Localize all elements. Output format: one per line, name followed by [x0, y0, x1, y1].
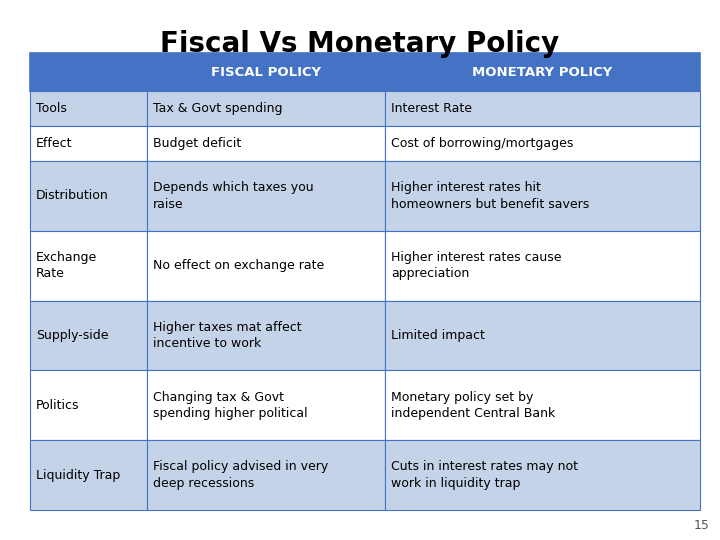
Text: Depends which taxes you
raise: Depends which taxes you raise: [153, 181, 314, 211]
Text: Higher interest rates hit
homeowners but benefit savers: Higher interest rates hit homeowners but…: [391, 181, 590, 211]
Bar: [30, 126, 148, 161]
Text: Cuts in interest rates may not
work in liquidity trap: Cuts in interest rates may not work in l…: [391, 460, 578, 490]
Bar: [148, 126, 385, 161]
Bar: [385, 91, 700, 126]
Text: Fiscal policy advised in very
deep recessions: Fiscal policy advised in very deep reces…: [153, 460, 328, 490]
Bar: [385, 53, 700, 91]
Text: Interest Rate: Interest Rate: [391, 102, 472, 115]
Bar: [30, 161, 148, 231]
Text: Limited impact: Limited impact: [391, 329, 485, 342]
Bar: [30, 231, 148, 300]
Text: FISCAL POLICY: FISCAL POLICY: [211, 65, 321, 78]
Bar: [30, 440, 148, 510]
Bar: [148, 231, 385, 300]
Bar: [30, 370, 148, 440]
Bar: [148, 161, 385, 231]
Bar: [30, 53, 148, 91]
Text: Liquidity Trap: Liquidity Trap: [36, 469, 120, 482]
Bar: [385, 370, 700, 440]
Bar: [385, 300, 700, 370]
Bar: [148, 370, 385, 440]
Bar: [30, 300, 148, 370]
Bar: [385, 126, 700, 161]
Bar: [385, 161, 700, 231]
Bar: [385, 231, 700, 300]
Bar: [148, 300, 385, 370]
Text: Monetary policy set by
independent Central Bank: Monetary policy set by independent Centr…: [391, 390, 555, 420]
Text: No effect on exchange rate: No effect on exchange rate: [153, 259, 325, 272]
Text: MONETARY POLICY: MONETARY POLICY: [472, 65, 613, 78]
Bar: [30, 91, 148, 126]
Text: Higher taxes mat affect
incentive to work: Higher taxes mat affect incentive to wor…: [153, 321, 302, 350]
Text: Cost of borrowing/mortgages: Cost of borrowing/mortgages: [391, 137, 573, 150]
Bar: [385, 440, 700, 510]
Text: Tax & Govt spending: Tax & Govt spending: [153, 102, 283, 115]
Text: Effect: Effect: [36, 137, 73, 150]
Text: Distribution: Distribution: [36, 189, 109, 202]
Text: Supply-side: Supply-side: [36, 329, 109, 342]
Bar: [148, 53, 385, 91]
Text: Politics: Politics: [36, 399, 79, 411]
Text: Fiscal Vs Monetary Policy: Fiscal Vs Monetary Policy: [161, 30, 559, 58]
Text: 15: 15: [694, 519, 710, 532]
Text: Budget deficit: Budget deficit: [153, 137, 241, 150]
Text: Changing tax & Govt
spending higher political: Changing tax & Govt spending higher poli…: [153, 390, 308, 420]
Text: Exchange
Rate: Exchange Rate: [36, 251, 97, 280]
Bar: [148, 91, 385, 126]
Bar: [148, 440, 385, 510]
Text: Tools: Tools: [36, 102, 67, 115]
Text: Higher interest rates cause
appreciation: Higher interest rates cause appreciation: [391, 251, 562, 280]
